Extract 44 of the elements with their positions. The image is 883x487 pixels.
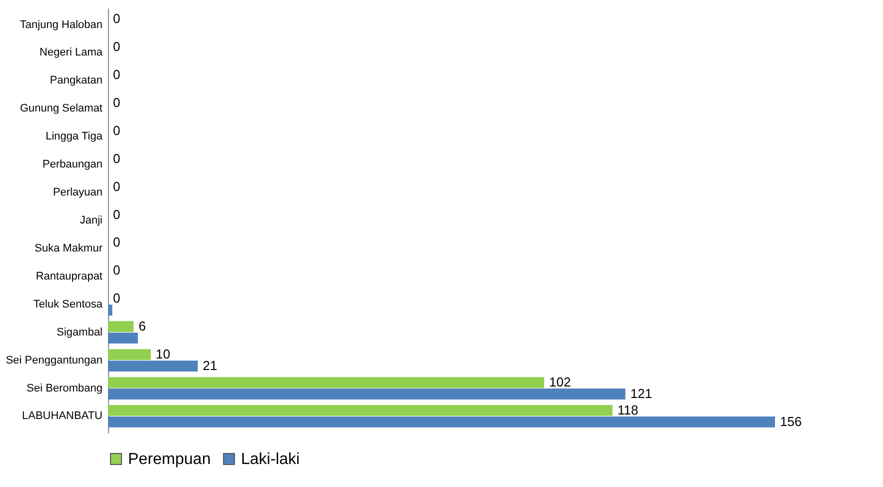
- data-label: 0: [113, 178, 120, 194]
- y-tick-label: Perbaungan: [42, 158, 102, 171]
- data-label: 118: [618, 402, 638, 418]
- data-label: 10: [156, 346, 170, 362]
- data-label: 121: [630, 386, 652, 401]
- y-tick-label: Suka Makmur: [34, 242, 103, 254]
- data-label: 0: [113, 234, 120, 250]
- y-tick-label: Gunung Selamat: [20, 102, 102, 115]
- y-tick-label: LABUHANBATU: [22, 410, 103, 422]
- bar: [108, 321, 134, 332]
- bar: [108, 416, 775, 428]
- y-tick-label: Perlayuan: [52, 186, 102, 199]
- bar: [108, 304, 112, 316]
- data-label: 156: [780, 414, 802, 429]
- bar: [108, 332, 138, 344]
- legend-label: Laki-laki: [241, 451, 300, 468]
- data-label: 0: [113, 122, 120, 138]
- data-label: 0: [113, 39, 120, 54]
- y-tick-label: Negeri Lama: [40, 46, 104, 59]
- bar: [108, 349, 151, 360]
- y-tick-label: Pangkatan: [50, 74, 102, 87]
- y-tick-label: Janji: [80, 214, 102, 226]
- y-tick-label: Tanjung Haloban: [20, 18, 102, 31]
- data-label: 6: [138, 318, 146, 334]
- data-label: 0: [113, 94, 120, 110]
- data-label: 0: [113, 150, 120, 166]
- bar: [108, 405, 613, 416]
- data-label: 21: [202, 358, 218, 374]
- data-label: 0: [113, 11, 120, 26]
- y-tick-label: Sigambal: [56, 326, 102, 338]
- bar: [108, 377, 544, 388]
- data-label: 0: [113, 290, 120, 306]
- y-tick-label: Rantauprapat: [36, 270, 102, 282]
- data-label: 102: [549, 374, 571, 390]
- bar: [108, 360, 198, 372]
- y-tick-label: Lingga Tiga: [46, 130, 104, 143]
- data-label: 0: [113, 262, 120, 278]
- y-tick-label: Sei Penggantungan: [6, 354, 102, 366]
- data-label: 0: [113, 66, 120, 82]
- legend-label: Perempuan: [128, 451, 211, 468]
- bar: [108, 388, 626, 400]
- y-tick-label: Teluk Sentosa: [33, 298, 104, 310]
- data-label: 0: [113, 206, 120, 222]
- y-tick-label: Sei Berombang: [26, 382, 102, 394]
